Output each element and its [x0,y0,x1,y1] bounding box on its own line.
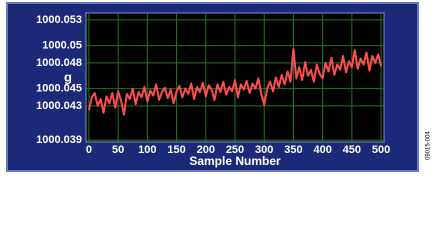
x-tick-label: 250 [226,144,244,156]
x-tick-label: 400 [313,144,331,156]
y-tick-label: 1000.039 [36,134,82,146]
chart: g Sample Number 09015-004 1000.039 1000.0… [6,2,432,172]
figure-id: 09015-004 [426,131,432,160]
page: g Sample Number 09015-004 1000.039 1000.0… [6,2,432,172]
y-tick-label: 1000.053 [36,14,82,26]
x-tick-label: 50 [112,144,124,156]
y-tick-label: 1000.045 [36,83,82,95]
y-tick-label: 1000.05 [42,40,82,52]
x-tick-label: 200 [197,144,215,156]
x-axis-label: Sample Number [189,154,281,168]
x-tick-label: 500 [372,144,390,156]
x-tick-label: 150 [167,144,185,156]
y-axis-label: g [64,69,72,84]
data-line [87,48,383,116]
x-tick-label: 450 [343,144,361,156]
y-tick-label: 1000.048 [36,57,82,69]
x-tick-label: 350 [284,144,302,156]
x-tick-label: 0 [86,144,92,156]
y-tick-label: 1000.043 [36,100,82,112]
x-tick-label: 300 [255,144,273,156]
x-tick-label: 100 [138,144,156,156]
